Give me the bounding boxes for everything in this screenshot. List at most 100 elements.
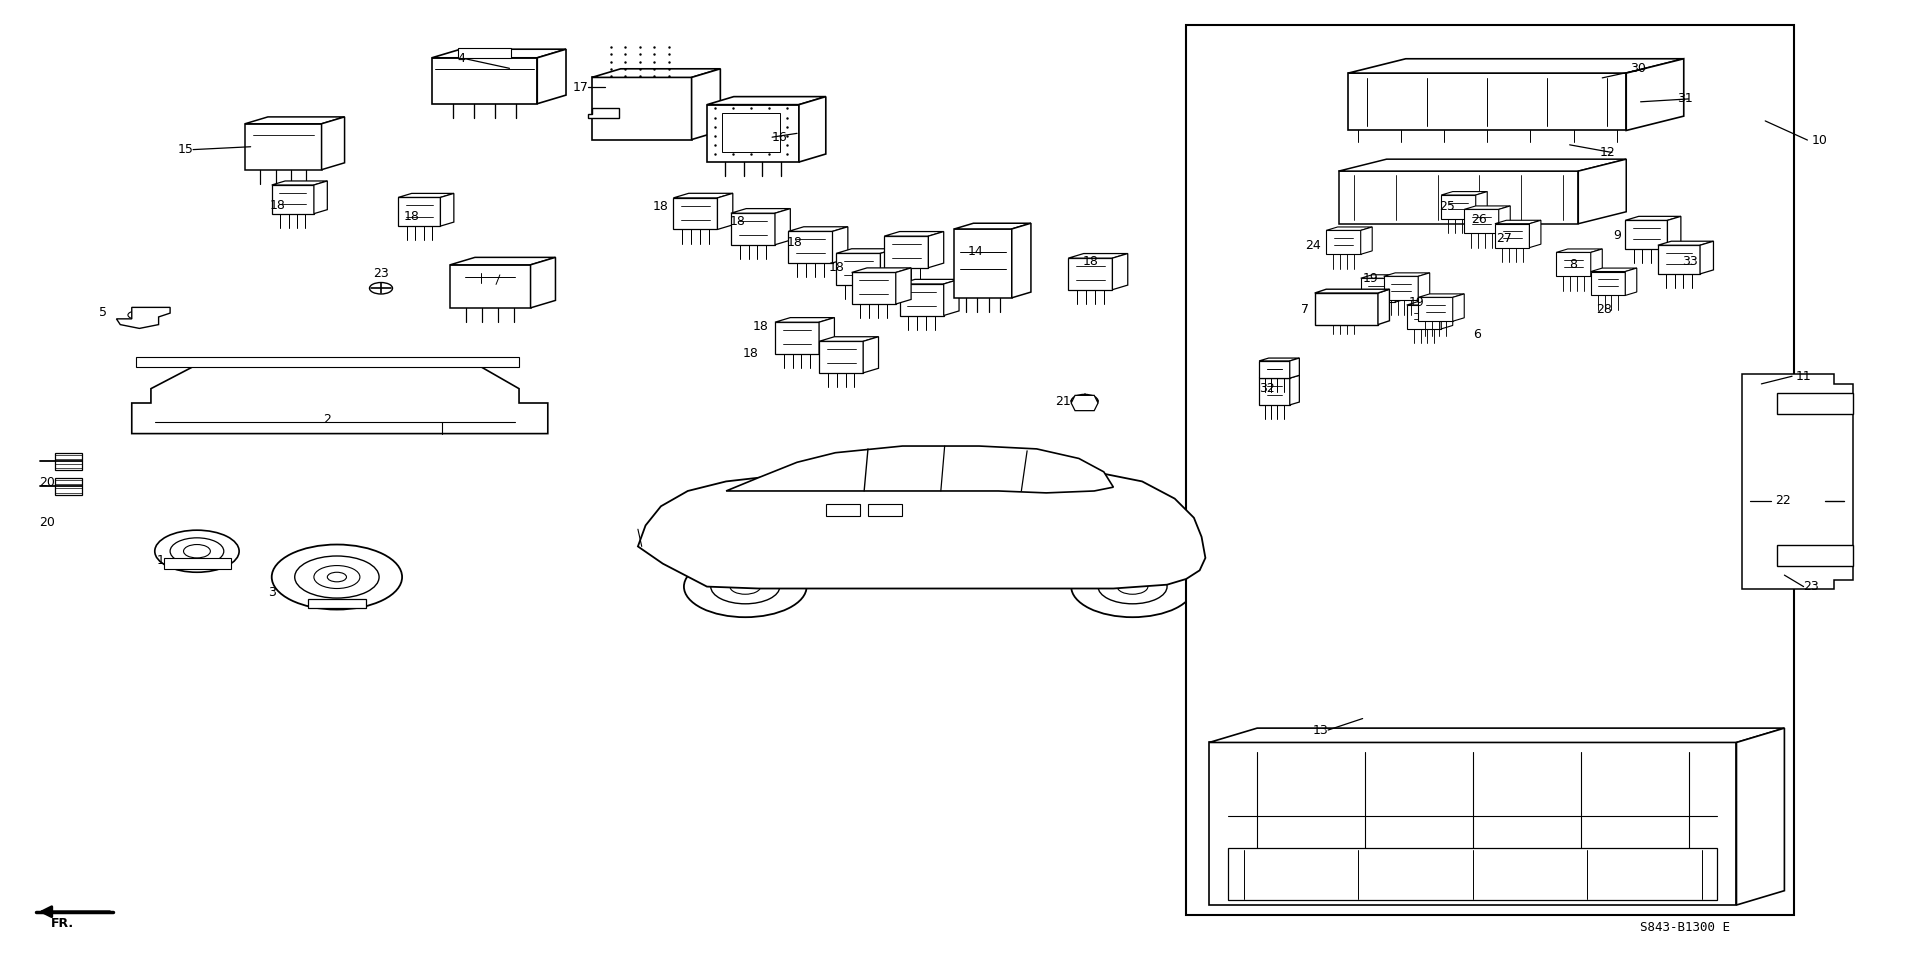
Polygon shape xyxy=(707,105,799,162)
Polygon shape xyxy=(449,265,530,308)
Polygon shape xyxy=(732,213,776,245)
Bar xyxy=(457,48,511,58)
Polygon shape xyxy=(117,308,171,328)
Text: 1: 1 xyxy=(156,554,165,568)
Polygon shape xyxy=(1592,269,1636,271)
Polygon shape xyxy=(820,341,864,373)
Polygon shape xyxy=(1657,242,1713,246)
Text: 18: 18 xyxy=(787,236,803,248)
Circle shape xyxy=(171,538,225,565)
Text: 20: 20 xyxy=(38,476,56,489)
Polygon shape xyxy=(1260,375,1300,378)
Circle shape xyxy=(710,570,780,604)
Text: 23: 23 xyxy=(372,268,388,280)
Text: 4: 4 xyxy=(457,52,465,65)
Polygon shape xyxy=(789,231,833,263)
Circle shape xyxy=(129,312,144,318)
Circle shape xyxy=(1824,496,1843,505)
Text: 19: 19 xyxy=(1407,296,1425,309)
Polygon shape xyxy=(1210,728,1784,742)
Polygon shape xyxy=(1338,171,1578,223)
Polygon shape xyxy=(900,284,945,316)
Polygon shape xyxy=(588,108,618,118)
Circle shape xyxy=(1786,506,1812,520)
Text: 11: 11 xyxy=(1795,370,1812,383)
Text: 21: 21 xyxy=(1056,394,1071,408)
Text: 33: 33 xyxy=(1682,255,1697,268)
Text: 18: 18 xyxy=(1083,255,1098,268)
Polygon shape xyxy=(885,231,945,236)
Polygon shape xyxy=(1348,73,1626,130)
Circle shape xyxy=(156,530,240,573)
Polygon shape xyxy=(1557,249,1603,252)
Polygon shape xyxy=(397,194,453,198)
Circle shape xyxy=(313,566,359,589)
Polygon shape xyxy=(1290,375,1300,405)
Polygon shape xyxy=(1260,361,1290,378)
Polygon shape xyxy=(1442,301,1453,329)
Text: 23: 23 xyxy=(1803,580,1820,593)
Text: 18: 18 xyxy=(653,200,668,214)
Polygon shape xyxy=(1361,292,1373,319)
Polygon shape xyxy=(397,198,440,226)
Polygon shape xyxy=(691,69,720,140)
Bar xyxy=(1267,862,1302,891)
Circle shape xyxy=(326,421,349,433)
Bar xyxy=(1659,862,1693,891)
Circle shape xyxy=(1071,394,1098,408)
Polygon shape xyxy=(833,226,849,263)
Polygon shape xyxy=(1348,58,1684,73)
Polygon shape xyxy=(530,257,555,308)
Polygon shape xyxy=(707,97,826,105)
Polygon shape xyxy=(799,97,826,162)
Polygon shape xyxy=(726,446,1114,493)
Text: 18: 18 xyxy=(753,320,768,333)
Polygon shape xyxy=(246,124,321,170)
Polygon shape xyxy=(1012,223,1031,298)
Text: 22: 22 xyxy=(1774,494,1791,507)
Polygon shape xyxy=(1071,395,1098,410)
Polygon shape xyxy=(881,248,897,285)
Polygon shape xyxy=(1315,293,1379,324)
Circle shape xyxy=(730,579,760,595)
Polygon shape xyxy=(273,181,326,185)
Polygon shape xyxy=(136,357,518,366)
Polygon shape xyxy=(1776,545,1853,566)
Polygon shape xyxy=(864,337,879,373)
Polygon shape xyxy=(1741,374,1853,590)
Bar xyxy=(1398,862,1432,891)
Text: 18: 18 xyxy=(829,261,845,273)
Bar xyxy=(1229,848,1716,901)
Polygon shape xyxy=(1384,276,1419,300)
Polygon shape xyxy=(1465,206,1511,209)
Polygon shape xyxy=(165,558,232,570)
Polygon shape xyxy=(591,69,720,78)
Text: S843-B1300 E: S843-B1300 E xyxy=(1640,921,1730,933)
Polygon shape xyxy=(1667,217,1680,249)
Polygon shape xyxy=(1068,258,1112,290)
Text: 20: 20 xyxy=(38,516,56,529)
Polygon shape xyxy=(1419,297,1453,321)
Polygon shape xyxy=(1557,252,1592,276)
Text: FR.: FR. xyxy=(52,917,75,929)
Polygon shape xyxy=(1068,253,1127,258)
Polygon shape xyxy=(1407,305,1442,329)
Text: 14: 14 xyxy=(968,246,983,258)
Polygon shape xyxy=(1496,223,1530,247)
Circle shape xyxy=(662,542,689,555)
Polygon shape xyxy=(1699,242,1713,274)
Polygon shape xyxy=(897,268,912,304)
Text: 8: 8 xyxy=(1569,258,1578,270)
Polygon shape xyxy=(1315,290,1390,293)
Polygon shape xyxy=(718,194,733,229)
Polygon shape xyxy=(732,209,791,213)
Polygon shape xyxy=(852,272,897,304)
Bar xyxy=(868,504,902,516)
Polygon shape xyxy=(852,268,912,272)
Polygon shape xyxy=(820,317,835,354)
Polygon shape xyxy=(1624,269,1636,295)
Polygon shape xyxy=(1260,378,1290,405)
Polygon shape xyxy=(1500,206,1511,233)
Polygon shape xyxy=(1496,221,1542,223)
Circle shape xyxy=(1786,473,1812,486)
